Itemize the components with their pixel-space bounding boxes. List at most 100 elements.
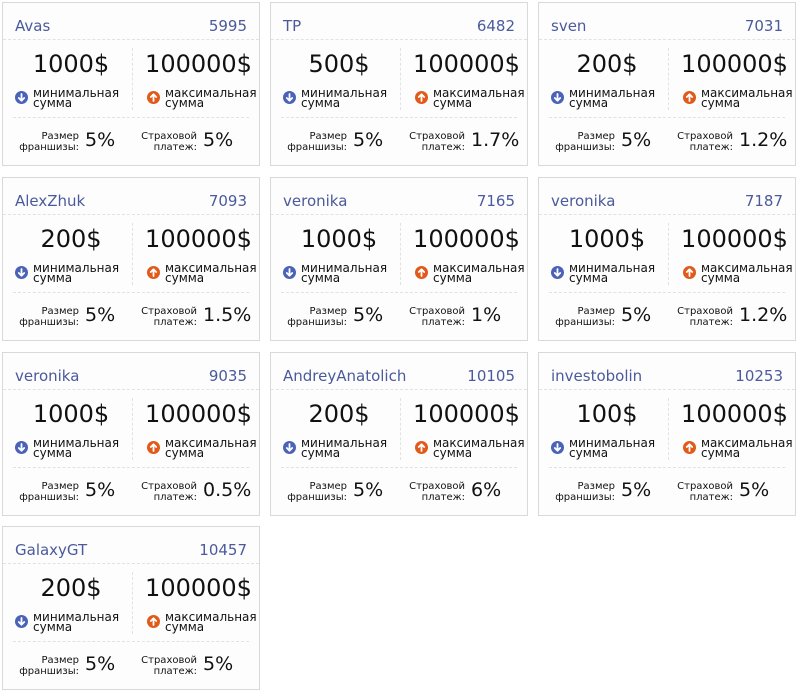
min-amount-value: 100$ <box>576 400 638 428</box>
insurance-value: 0.5% <box>203 479 252 501</box>
insurance-value: 5% <box>739 479 770 501</box>
min-amount-label: минимальная сумма <box>301 86 388 110</box>
investor-name-link[interactable]: TP <box>283 17 302 35</box>
max-amount-label: максимальная сумма <box>701 261 793 285</box>
column-divider <box>132 48 133 110</box>
max-amount-label: максимальная сумма <box>701 436 793 460</box>
offer-card[interactable]: investobolin 10253 100$ 100000$ минималь… <box>538 352 796 516</box>
insurance-label: Страховой платеж: <box>677 131 733 153</box>
arrow-up-circle-icon <box>147 615 160 628</box>
offer-card[interactable]: AndreyAnatolich 10105 200$ 100000$ миним… <box>270 352 528 516</box>
insurance-label: Страховой платеж: <box>141 481 197 503</box>
franchise-label: Размер франшизы: <box>287 481 347 503</box>
franchise-label: Размер франшизы: <box>287 306 347 328</box>
franchise-label: Размер франшизы: <box>287 131 347 153</box>
insurance-label: Страховой платеж: <box>141 131 197 153</box>
offer-card[interactable]: veronika 7187 1000$ 100000$ минимальная с… <box>538 177 796 341</box>
offer-card[interactable]: AlexZhuk 7093 200$ 100000$ минимальная су… <box>2 177 260 341</box>
franchise-value: 5% <box>85 129 116 151</box>
offer-card[interactable]: veronika 7165 1000$ 100000$ минимальная с… <box>270 177 528 341</box>
franchise-value: 5% <box>353 304 384 326</box>
offer-id-link[interactable]: 7187 <box>744 192 783 210</box>
column-divider <box>668 48 669 110</box>
arrow-up-circle-icon <box>147 266 160 279</box>
min-amount-label: минимальная сумма <box>569 86 656 110</box>
arrow-up-circle-icon <box>683 91 696 104</box>
investor-name-link[interactable]: investobolin <box>551 367 643 385</box>
card-header: sven 7031 <box>539 3 795 40</box>
arrow-down-circle-icon <box>551 441 564 454</box>
row-divider <box>281 117 517 118</box>
investor-name-link[interactable]: GalaxyGT <box>15 541 88 559</box>
insurance-value: 5% <box>203 129 234 151</box>
franchise-value: 5% <box>85 653 116 675</box>
investor-name-link[interactable]: Avas <box>15 17 51 35</box>
insurance-label: Страховой платеж: <box>677 306 733 328</box>
arrow-down-circle-icon <box>15 266 28 279</box>
min-amount-label: минимальная сумма <box>569 436 656 460</box>
investor-name-link[interactable]: sven <box>551 17 587 35</box>
column-divider <box>400 223 401 285</box>
max-amount-value: 100000$ <box>681 225 788 253</box>
column-divider <box>132 572 133 634</box>
min-amount-label: минимальная сумма <box>301 436 388 460</box>
offer-card[interactable]: Avas 5995 1000$ 100000$ минимальная сумма… <box>2 2 260 166</box>
investor-name-link[interactable]: veronika <box>551 192 616 210</box>
offer-id-link[interactable]: 6482 <box>476 17 515 35</box>
arrow-down-circle-icon <box>15 91 28 104</box>
franchise-value: 5% <box>353 479 384 501</box>
offer-id-link[interactable]: 10457 <box>199 541 247 559</box>
row-divider <box>13 641 249 642</box>
insurance-label: Страховой платеж: <box>141 655 197 677</box>
row-divider <box>549 117 785 118</box>
card-header: veronika 7165 <box>271 178 527 215</box>
investor-name-link[interactable]: AlexZhuk <box>15 192 86 210</box>
offer-id-link[interactable]: 10253 <box>735 367 783 385</box>
max-amount-label: максимальная сумма <box>433 261 525 285</box>
max-amount-value: 100000$ <box>413 50 520 78</box>
max-amount-value: 100000$ <box>145 50 252 78</box>
offer-id-link[interactable]: 7031 <box>744 17 783 35</box>
column-divider <box>132 223 133 285</box>
offer-id-link[interactable]: 10105 <box>467 367 515 385</box>
card-header: investobolin 10253 <box>539 353 795 390</box>
insurance-value: 1% <box>471 304 502 326</box>
franchise-label: Размер франшизы: <box>555 131 615 153</box>
franchise-label: Размер франшизы: <box>19 655 79 677</box>
arrow-up-circle-icon <box>147 441 160 454</box>
offer-card[interactable]: TP 6482 500$ 100000$ минимальная сумма ма… <box>270 2 528 166</box>
min-amount-value: 1000$ <box>300 225 378 253</box>
arrow-down-circle-icon <box>551 266 564 279</box>
investor-name-link[interactable]: veronika <box>283 192 348 210</box>
offer-card[interactable]: sven 7031 200$ 100000$ минимальная сумма … <box>538 2 796 166</box>
row-divider <box>13 117 249 118</box>
offer-id-link[interactable]: 9035 <box>208 367 247 385</box>
offer-id-link[interactable]: 7093 <box>208 192 247 210</box>
arrow-down-circle-icon <box>15 441 28 454</box>
min-amount-value: 200$ <box>308 400 370 428</box>
min-amount-value: 200$ <box>40 225 102 253</box>
insurance-label: Страховой платеж: <box>409 481 465 503</box>
insurance-value: 1.2% <box>739 129 788 151</box>
franchise-value: 5% <box>621 129 652 151</box>
investor-name-link[interactable]: veronika <box>15 367 80 385</box>
max-amount-label: максимальная сумма <box>165 261 257 285</box>
arrow-down-circle-icon <box>551 91 564 104</box>
column-divider <box>668 398 669 460</box>
franchise-value: 5% <box>85 479 116 501</box>
insurance-label: Страховой платеж: <box>409 131 465 153</box>
card-header: Avas 5995 <box>3 3 259 40</box>
arrow-up-circle-icon <box>415 266 428 279</box>
offer-id-link[interactable]: 5995 <box>208 17 247 35</box>
franchise-label: Размер франшизы: <box>555 306 615 328</box>
offer-card[interactable]: veronika 9035 1000$ 100000$ минимальная с… <box>2 352 260 516</box>
investor-name-link[interactable]: AndreyAnatolich <box>283 367 407 385</box>
arrow-up-circle-icon <box>415 91 428 104</box>
insurance-value: 1.5% <box>203 304 252 326</box>
card-header: AlexZhuk 7093 <box>3 178 259 215</box>
insurance-label: Страховой платеж: <box>409 306 465 328</box>
row-divider <box>549 292 785 293</box>
offer-card[interactable]: GalaxyGT 10457 200$ 100000$ минимальная с… <box>2 526 260 690</box>
offer-id-link[interactable]: 7165 <box>476 192 515 210</box>
